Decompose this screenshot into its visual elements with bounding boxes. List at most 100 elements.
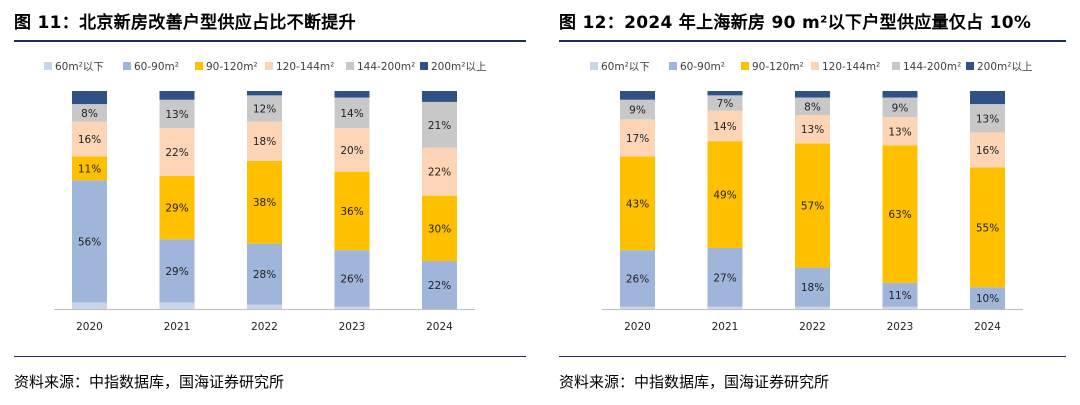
data-label: 22% [165, 147, 188, 159]
legend-swatch [741, 62, 749, 70]
figure-12-title: 图 12：2024 年上海新房 90 m²以下户型供应量仅占 10% [559, 8, 1031, 33]
figure-12-source: 资料来源：中指数据库，国海证券研究所 [559, 371, 829, 392]
legend-label: 60-90m² [680, 61, 725, 73]
figure-11-panel: 图 11：北京新房改善户型供应占比不断提升 60m²以下 60-90m² 90-12… [0, 0, 540, 405]
x-tick-label: 2022 [251, 321, 278, 333]
legend-label: 90-120m² [206, 61, 258, 73]
title-divider [14, 40, 526, 42]
legend-label: 120-144m² [276, 61, 334, 73]
x-tick-label: 2021 [164, 321, 191, 333]
data-label: 13% [888, 126, 911, 138]
data-label: 49% [713, 190, 736, 202]
figure-11-source: 资料来源：中指数据库，国海证券研究所 [14, 371, 284, 392]
data-label: 26% [340, 273, 363, 285]
data-label: 13% [976, 113, 999, 125]
data-label: 56% [78, 236, 101, 248]
legend-swatch [811, 62, 819, 70]
bar-segment [422, 91, 457, 102]
data-label: 11% [888, 290, 911, 302]
legend-label: 200m²以上 [431, 61, 486, 73]
data-label: 30% [428, 223, 451, 235]
title-divider [559, 40, 1066, 42]
legend-label: 200m²以上 [977, 61, 1032, 73]
data-label: 63% [888, 209, 911, 221]
data-label: 28% [253, 269, 276, 281]
x-tick-label: 2020 [76, 321, 103, 333]
bar-segment [883, 307, 918, 309]
legend-item: 200m²以上 [966, 61, 1032, 73]
bar-segment [620, 307, 655, 309]
data-label: 12% [253, 103, 276, 115]
x-tick-label: 2023 [887, 321, 914, 333]
legend-swatch [195, 62, 203, 70]
bar-segment [72, 91, 107, 104]
legend-swatch [669, 62, 677, 70]
data-label: 17% [626, 133, 649, 145]
data-label: 16% [78, 134, 101, 146]
data-label: 8% [81, 108, 98, 120]
data-label: 11% [78, 163, 101, 175]
legend-label: 60-90m² [134, 61, 179, 73]
legend-label: 144-200m² [903, 61, 961, 73]
data-label: 13% [165, 109, 188, 121]
data-label: 55% [976, 222, 999, 234]
legend-swatch [590, 62, 598, 70]
legend-item: 60-90m² [123, 61, 179, 73]
data-label: 29% [165, 266, 188, 278]
bar-segment [708, 307, 743, 309]
legend-swatch [420, 62, 428, 70]
legend-item: 90-120m² [741, 61, 804, 73]
data-label: 43% [626, 198, 649, 210]
bar-segment [335, 307, 370, 309]
data-label: 22% [428, 280, 451, 292]
data-label: 57% [801, 200, 824, 212]
x-tick-label: 2024 [974, 321, 1001, 333]
x-tick-label: 2023 [339, 321, 366, 333]
legend-swatch [892, 62, 900, 70]
source-divider [14, 356, 526, 357]
data-label: 27% [713, 272, 736, 284]
data-label: 26% [626, 273, 649, 285]
bar-segment [708, 91, 743, 95]
bar-segment [620, 91, 655, 100]
data-label: 14% [340, 108, 363, 120]
data-label: 14% [713, 121, 736, 133]
bar-segment [795, 91, 830, 98]
data-label: 13% [801, 124, 824, 136]
bar-segment [160, 91, 195, 100]
legend-item: 60-90m² [669, 61, 725, 73]
bar-segment [970, 91, 1005, 104]
legend-swatch [265, 62, 273, 70]
legend-swatch [123, 62, 131, 70]
data-label: 16% [976, 145, 999, 157]
data-label: 18% [253, 136, 276, 148]
data-label: 7% [717, 98, 734, 110]
bar-segment [247, 91, 282, 95]
data-label: 10% [976, 293, 999, 305]
bar-segment [160, 302, 195, 309]
data-label: 21% [428, 120, 451, 132]
figure-11-chart: 60m²以下 60-90m² 90-120m² 120-144m² 144-200m² 2… [0, 52, 540, 342]
legend-item: 90-120m² [195, 61, 258, 73]
legend-item: 120-144m² [265, 61, 334, 73]
x-tick-label: 2021 [712, 321, 739, 333]
data-label: 9% [892, 102, 909, 114]
bar-segment [335, 91, 370, 98]
legend-swatch [966, 62, 974, 70]
x-tick-label: 2020 [624, 321, 651, 333]
data-label: 20% [340, 145, 363, 157]
x-tick-label: 2024 [426, 321, 453, 333]
data-label: 18% [801, 282, 824, 294]
data-label: 38% [253, 197, 276, 209]
data-label: 22% [428, 167, 451, 179]
legend-item: 120-144m² [811, 61, 880, 73]
legend-label: 90-120m² [752, 61, 804, 73]
figure-12-panel: 图 12：2024 年上海新房 90 m²以下户型供应量仅占 10% 60m²以… [545, 0, 1080, 405]
figure-12-chart: 60m²以下 60-90m² 90-120m² 120-144m² 144-200m² 2… [545, 52, 1080, 342]
legend-item: 144-200m² [892, 61, 961, 73]
legend-item: 144-200m² [346, 61, 415, 73]
legend-label: 144-200m² [357, 61, 415, 73]
bar-segment [247, 305, 282, 309]
legend-swatch [346, 62, 354, 70]
bar-segment [795, 307, 830, 309]
